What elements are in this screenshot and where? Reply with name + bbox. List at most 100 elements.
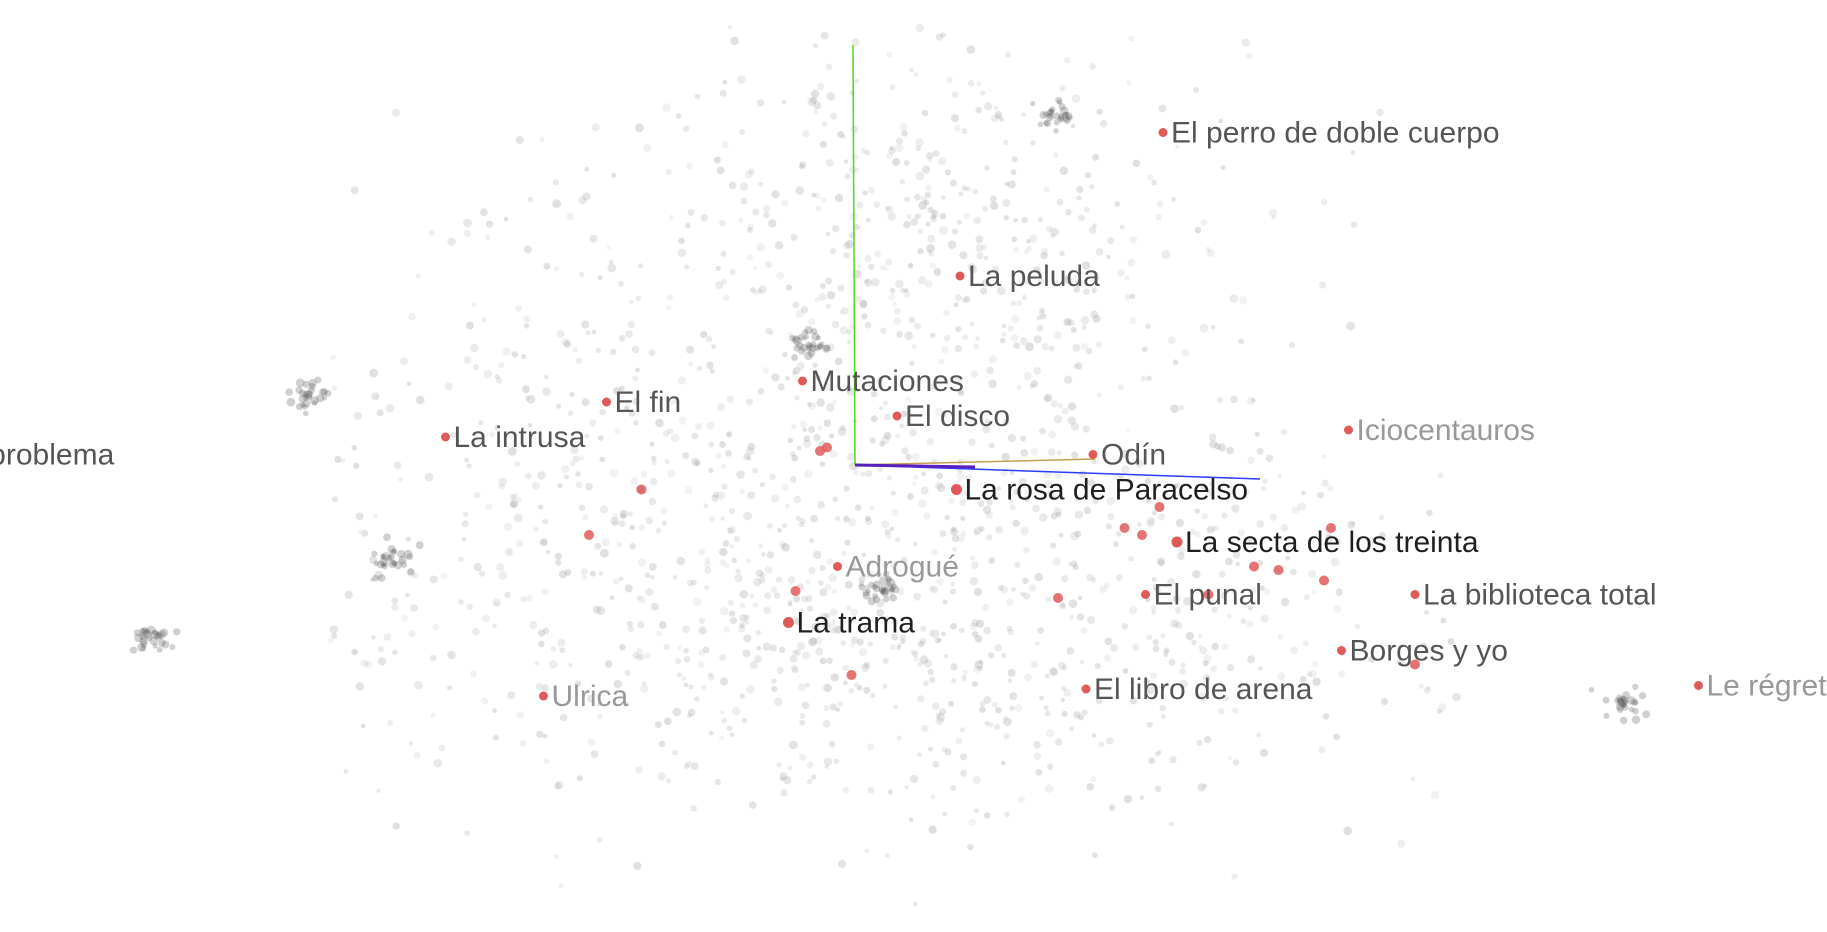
labeled-point[interactable] bbox=[1158, 128, 1168, 137]
background-point bbox=[934, 637, 941, 644]
background-point bbox=[398, 555, 407, 564]
background-point bbox=[779, 772, 788, 781]
background-point bbox=[672, 575, 678, 580]
point-label[interactable]: La intrusa bbox=[454, 421, 586, 454]
labeled-point[interactable] bbox=[955, 271, 965, 281]
point-label[interactable]: La trama bbox=[797, 607, 916, 640]
point-label[interactable]: El libro de arena bbox=[1094, 673, 1313, 706]
background-point bbox=[1099, 585, 1108, 594]
background-point bbox=[763, 211, 770, 219]
point-label[interactable]: Le régret d'Héraclite bbox=[1707, 670, 1827, 703]
point-label[interactable]: Borges y yo bbox=[1350, 635, 1508, 668]
background-point bbox=[755, 629, 762, 636]
highlight-point[interactable] bbox=[1203, 589, 1214, 600]
background-point bbox=[1053, 507, 1062, 516]
background-point bbox=[1308, 569, 1317, 578]
highlight-point[interactable] bbox=[1053, 593, 1063, 603]
point-label[interactable]: Ulrica bbox=[552, 680, 629, 713]
background-point bbox=[927, 746, 933, 752]
highlight-point[interactable] bbox=[1154, 502, 1165, 512]
labeled-point[interactable] bbox=[1088, 450, 1098, 459]
labeled-point[interactable] bbox=[1344, 425, 1353, 435]
labeled-point[interactable] bbox=[1171, 536, 1183, 548]
highlight-point[interactable] bbox=[1410, 659, 1420, 670]
point-label[interactable]: La rosa de Paracelso bbox=[965, 474, 1249, 507]
labeled-point[interactable] bbox=[441, 432, 450, 442]
background-point bbox=[815, 375, 822, 381]
background-point bbox=[405, 536, 412, 542]
highlight-point[interactable] bbox=[636, 484, 647, 495]
point-label[interactable]: Odín bbox=[1101, 439, 1166, 472]
background-point bbox=[1196, 739, 1203, 746]
background-point bbox=[1132, 643, 1140, 651]
highlight-point[interactable] bbox=[790, 586, 801, 596]
background-point bbox=[676, 556, 686, 566]
background-point bbox=[1074, 530, 1082, 538]
point-label[interactable]: Mutaciones bbox=[811, 365, 964, 398]
point-label[interactable]: La biblioteca total bbox=[1423, 579, 1657, 612]
labeled-point[interactable] bbox=[951, 484, 962, 495]
point-label[interactable]: El disco bbox=[905, 400, 1010, 433]
labeled-point[interactable] bbox=[783, 617, 794, 628]
highlight-point[interactable] bbox=[1319, 575, 1329, 586]
background-point bbox=[129, 646, 138, 654]
background-point bbox=[908, 262, 914, 268]
background-point bbox=[914, 193, 921, 201]
highlight-point[interactable] bbox=[1137, 530, 1147, 540]
labeled-point[interactable] bbox=[1410, 590, 1420, 599]
highlight-point[interactable] bbox=[1273, 565, 1284, 575]
highlight-point[interactable] bbox=[1249, 561, 1259, 572]
point-label[interactable]: El fin bbox=[615, 386, 682, 419]
background-point bbox=[824, 612, 831, 619]
point-label[interactable]: El punal bbox=[1154, 579, 1262, 612]
highlight-point[interactable] bbox=[846, 670, 857, 680]
labeled-point[interactable] bbox=[539, 691, 548, 701]
background-point bbox=[1039, 427, 1046, 435]
background-point bbox=[1125, 428, 1131, 433]
labeled-point[interactable] bbox=[1141, 590, 1150, 599]
background-point bbox=[931, 209, 939, 218]
point-label[interactable]: La secta de los treinta bbox=[1185, 526, 1479, 559]
highlight-point[interactable] bbox=[822, 442, 832, 453]
highlight-point[interactable] bbox=[1326, 523, 1336, 533]
background-point bbox=[1168, 821, 1175, 827]
background-point bbox=[552, 179, 559, 186]
labeled-point[interactable] bbox=[1694, 681, 1703, 690]
highlight-point[interactable] bbox=[584, 530, 594, 540]
background-point bbox=[939, 226, 948, 235]
background-point bbox=[698, 626, 707, 635]
background-point bbox=[1069, 726, 1074, 732]
labeled-point[interactable] bbox=[1337, 646, 1346, 655]
background-point bbox=[711, 344, 716, 350]
labeled-point[interactable] bbox=[798, 376, 807, 386]
background-point bbox=[1259, 748, 1269, 758]
labeled-point[interactable] bbox=[833, 562, 842, 571]
background-point bbox=[1199, 646, 1208, 655]
labeled-point[interactable] bbox=[1081, 684, 1091, 694]
background-point bbox=[819, 564, 826, 572]
highlight-point[interactable] bbox=[1119, 523, 1130, 533]
labeled-point[interactable] bbox=[892, 411, 902, 421]
background-point bbox=[829, 621, 836, 628]
background-point bbox=[1004, 811, 1010, 818]
point-label[interactable]: Adrogué bbox=[846, 551, 959, 584]
background-point bbox=[959, 727, 966, 733]
background-point bbox=[1063, 275, 1072, 284]
background-point bbox=[935, 712, 942, 718]
background-point bbox=[1621, 702, 1627, 709]
background-point bbox=[318, 388, 327, 396]
background-point bbox=[708, 441, 715, 448]
background-point bbox=[386, 719, 394, 727]
background-point bbox=[885, 576, 892, 582]
background-point bbox=[1072, 363, 1079, 370]
background-point bbox=[1072, 563, 1079, 571]
point-label[interactable]: El perro de doble cuerpo bbox=[1171, 117, 1500, 150]
point-label[interactable]: Iciocentauros bbox=[1357, 414, 1535, 447]
labeled-point[interactable] bbox=[602, 397, 611, 407]
background-point bbox=[1271, 214, 1276, 220]
background-point bbox=[761, 552, 766, 557]
point-label[interactable]: Un problema bbox=[0, 439, 115, 472]
point-label[interactable]: La peluda bbox=[968, 260, 1100, 293]
background-point bbox=[627, 320, 636, 329]
